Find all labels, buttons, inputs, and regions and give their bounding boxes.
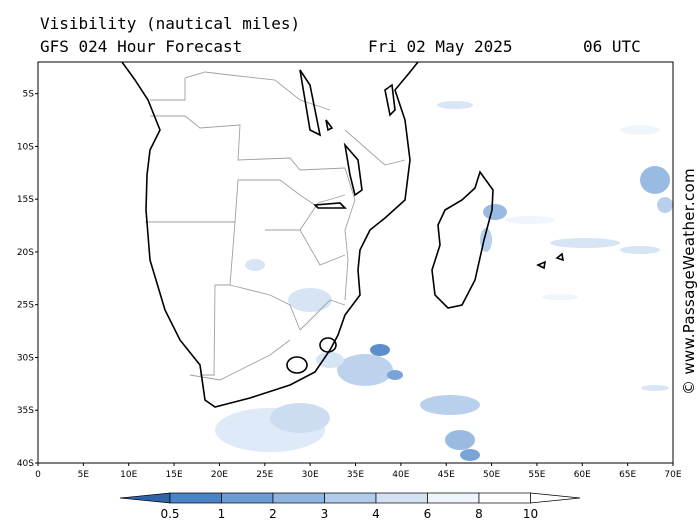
- lon-tick-label: 65E: [619, 470, 636, 480]
- forecast-time: 06 UTC: [583, 37, 641, 56]
- visibility-colorbar: 0.5 1 2 3 4 6 8 10: [119, 492, 581, 521]
- lon-tick-label: 0: [35, 470, 41, 480]
- forecast-date: Fri 02 May 2025: [368, 37, 513, 56]
- map-area: [38, 62, 673, 463]
- colorbar-segment: [375, 492, 428, 504]
- lat-tick-label: 35S: [17, 406, 34, 416]
- lat-tick-label: 25S: [17, 301, 34, 311]
- colorbar-label: 2: [269, 507, 277, 521]
- colorbar-segment: [427, 492, 480, 504]
- colorbar-label: 3: [321, 507, 329, 521]
- colorbar-label: 10: [523, 507, 538, 521]
- lon-tick-label: 40E: [392, 470, 409, 480]
- lon-tick-label: 50E: [483, 470, 500, 480]
- lon-tick-label: 20E: [211, 470, 228, 480]
- lat-tick-label: 20S: [17, 248, 34, 258]
- lon-tick-label: 35E: [347, 470, 364, 480]
- latitude-axis: 5S 10S 15S 20S 25S 30S 35S 40S: [17, 90, 38, 469]
- colorbar-over-arrow: [530, 492, 581, 504]
- coastline: [121, 62, 565, 408]
- country-borders: [145, 71, 406, 381]
- lon-tick-label: 55E: [528, 470, 545, 480]
- colorbar-label: 0.5: [160, 507, 179, 521]
- colorbar-label: 1: [218, 507, 226, 521]
- lon-tick-label: 45E: [438, 470, 455, 480]
- lat-tick-label: 30S: [17, 353, 34, 363]
- longitude-axis: 0 5E 10E 15E 20E 25E 30E 35E 40E 45E 50E 55E 60E 65E 7…: [35, 463, 682, 480]
- lon-tick-label: 25E: [256, 470, 273, 480]
- lon-tick-label: 60E: [574, 470, 591, 480]
- colorbar-segment: [324, 492, 377, 504]
- lon-tick-label: 15E: [166, 470, 183, 480]
- colorbar-segment: [272, 492, 325, 504]
- lat-tick-label: 10S: [17, 142, 34, 152]
- lat-tick-label: 5S: [23, 90, 35, 100]
- colorbar-segment: [169, 492, 222, 504]
- lat-tick-label: 40S: [17, 459, 34, 469]
- lon-tick-label: 30E: [302, 470, 319, 480]
- forecast-subtitle: GFS 024 Hour Forecast: [40, 37, 243, 56]
- colorbar-under-arrow: [119, 492, 171, 504]
- colorbar-segment: [478, 492, 531, 504]
- lon-tick-label: 70E: [664, 470, 681, 480]
- colorbar-label: 6: [424, 507, 432, 521]
- colorbar-label: 4: [372, 507, 380, 521]
- chart-title: Visibility (nautical miles): [40, 14, 301, 33]
- lat-tick-label: 15S: [17, 195, 34, 205]
- colorbar-label: 8: [475, 507, 483, 521]
- lon-tick-label: 5E: [78, 470, 90, 480]
- lon-tick-label: 10E: [120, 470, 137, 480]
- colorbar-segment: [221, 492, 274, 504]
